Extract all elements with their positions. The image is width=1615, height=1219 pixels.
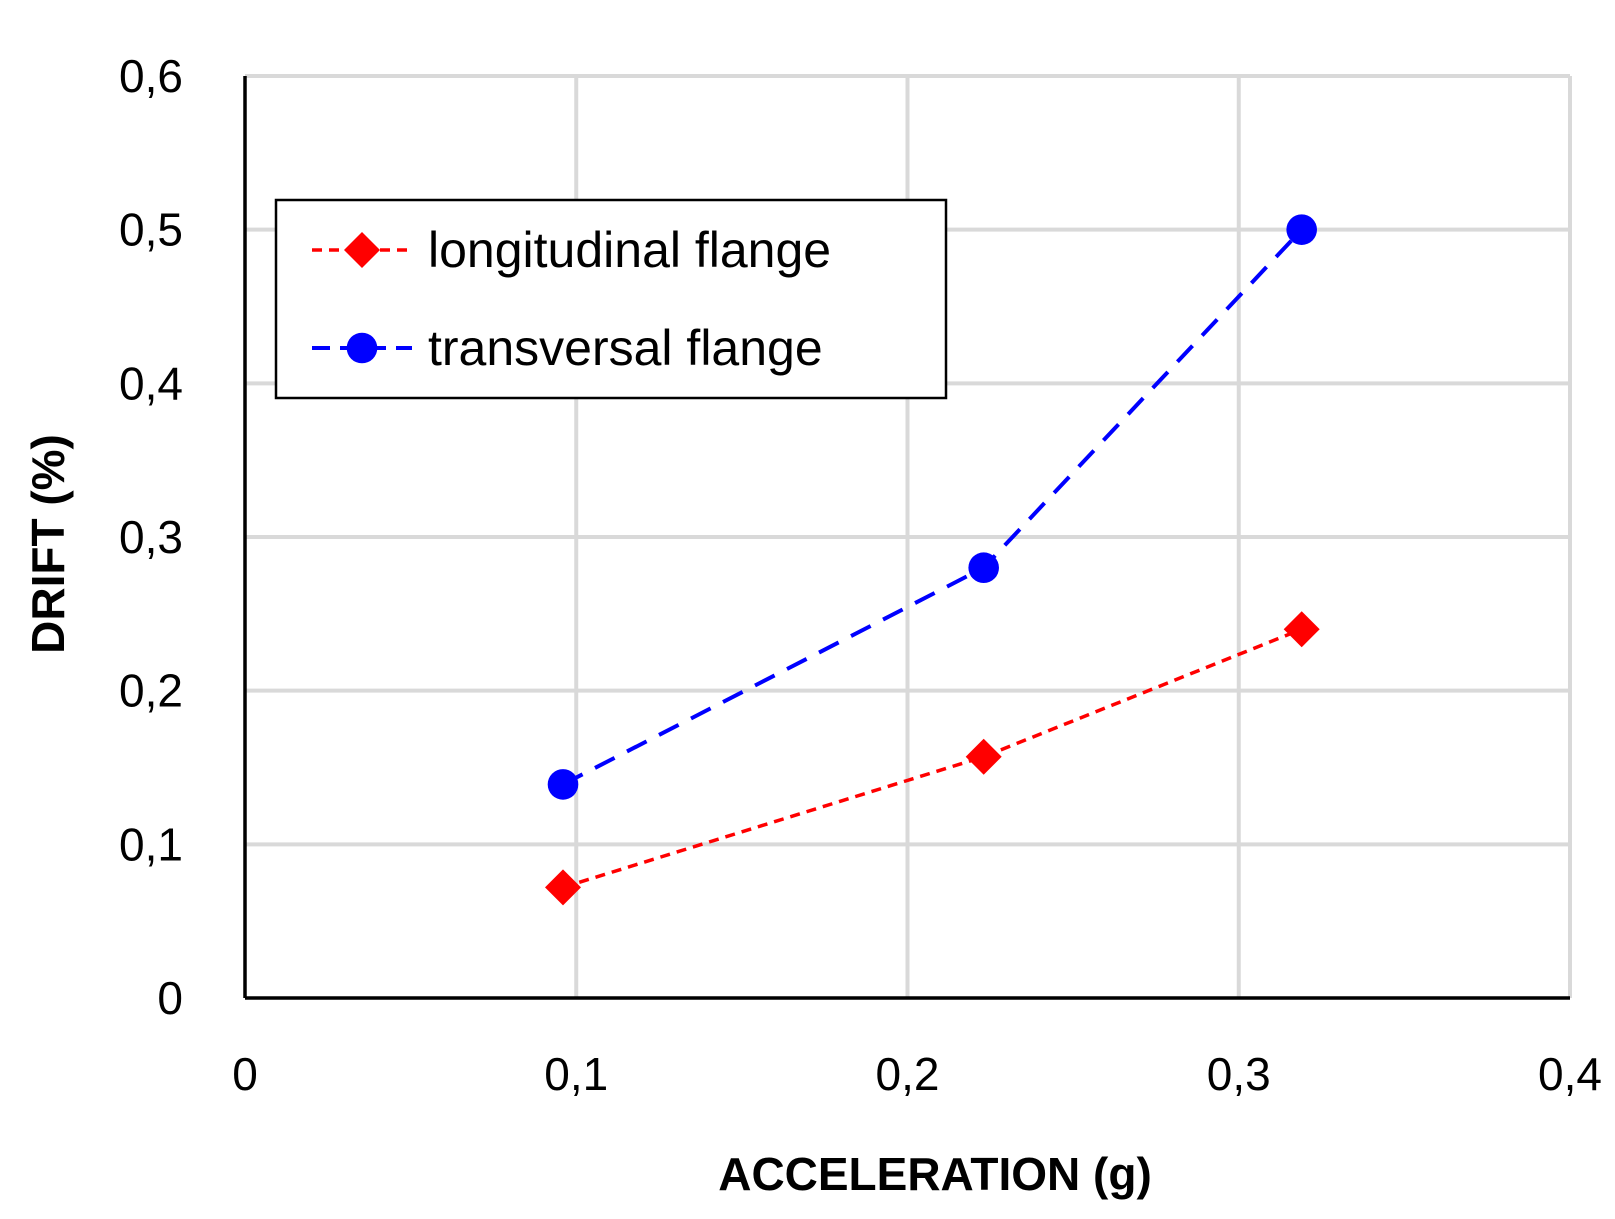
legend-item: longitudinal flange: [312, 222, 831, 278]
tick-labels: 0 0,1 0,2 0,3 0,4 0 0,1 0,2 0,3 0,4 0,5 0,6: [119, 50, 1602, 1100]
data-point: [1286, 214, 1317, 245]
x-tick-label: 0,2: [876, 1048, 940, 1100]
y-tick-label: 0: [157, 972, 183, 1024]
data-point: [1283, 611, 1320, 648]
legend-label: longitudinal flange: [428, 222, 831, 278]
y-axis-title: DRIFT (%): [22, 434, 74, 654]
data-point: [545, 869, 581, 906]
x-tick-label: 0: [232, 1048, 258, 1100]
legend-label: transversal flange: [428, 320, 823, 376]
y-tick-label: 0,6: [119, 50, 183, 102]
series-line: [562, 627, 1303, 890]
legend: longitudinal flange transversal flange: [274, 198, 948, 400]
data-point: [965, 738, 1002, 775]
y-tick-label: 0,3: [119, 511, 183, 563]
data-point: [968, 552, 999, 584]
y-tick-label: 0,1: [119, 818, 183, 870]
x-axis-title: ACCELERATION (g): [718, 1148, 1152, 1200]
legend-box: [274, 198, 948, 400]
y-tick-label: 0,2: [119, 665, 183, 717]
series-transversal-flange: [547, 214, 1317, 800]
x-tick-label: 0,3: [1207, 1048, 1271, 1100]
y-tick-label: 0,4: [119, 357, 183, 409]
y-tick-label: 0,5: [119, 204, 183, 256]
data-point: [547, 769, 579, 800]
x-tick-label: 0,1: [544, 1048, 608, 1100]
axes: [243, 76, 1570, 1000]
legend-item: transversal flange: [312, 320, 823, 376]
series-longitudinal-flange: [545, 611, 1320, 906]
legend-circle-marker: [346, 332, 378, 364]
x-tick-label: 0,4: [1538, 1048, 1602, 1100]
series-layer: [545, 214, 1320, 906]
legend-diamond-marker: [344, 232, 380, 268]
